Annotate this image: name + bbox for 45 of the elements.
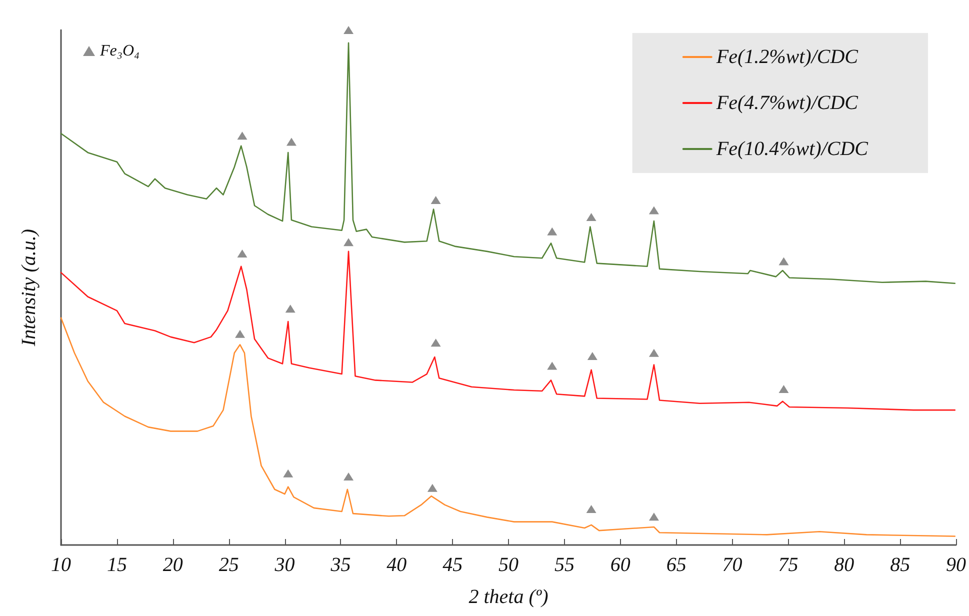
point	[778, 257, 789, 266]
point	[648, 512, 659, 521]
x-tick-label: 25	[218, 554, 239, 576]
point	[237, 250, 248, 258]
x-tick-label: 65	[666, 554, 686, 576]
point	[586, 504, 596, 513]
x-tick-label: 45	[442, 554, 463, 576]
point	[430, 338, 441, 347]
x-axis-title: 2 theta (º)	[468, 586, 549, 608]
x-tick-label: 90	[946, 554, 966, 576]
point	[286, 138, 296, 146]
point	[547, 362, 558, 370]
point	[587, 352, 598, 360]
point	[344, 472, 354, 481]
legend-label: Fe₃O₄	[99, 42, 140, 60]
point	[344, 238, 354, 246]
x-tick-label: 50	[498, 554, 518, 576]
point	[283, 469, 294, 478]
point	[430, 196, 441, 204]
x-tick-label: 55	[554, 554, 574, 576]
point	[547, 227, 558, 236]
x-tick-label: 70	[722, 554, 742, 576]
point	[285, 304, 296, 313]
x-tick-label: 40	[386, 554, 407, 576]
point	[778, 384, 789, 393]
point	[344, 26, 354, 34]
x-tick-label: 75	[778, 554, 798, 576]
point	[648, 206, 659, 214]
x-tick-label: 35	[330, 554, 351, 576]
x-tick-label: 10	[51, 554, 71, 576]
x-tick-label: 60	[610, 554, 630, 576]
x-tick-label: 85	[890, 554, 910, 576]
x-tick-label: 80	[834, 554, 854, 576]
point	[427, 484, 438, 492]
point	[586, 212, 596, 221]
point	[648, 348, 659, 357]
legend-label: Fe(1.2%wt)/CDC	[715, 46, 859, 68]
x-tick-label: 20	[162, 554, 183, 576]
x-tick-label: 30	[274, 554, 295, 576]
point	[237, 132, 248, 140]
legend-label: Fe(10.4%wt)/CDC	[715, 138, 869, 160]
x-tick-label: 15	[106, 554, 127, 576]
y-axis-title: Intensity (a.u.)	[18, 228, 40, 348]
legend-label: Fe(4.7%wt)/CDC	[715, 92, 859, 114]
point	[235, 330, 245, 338]
